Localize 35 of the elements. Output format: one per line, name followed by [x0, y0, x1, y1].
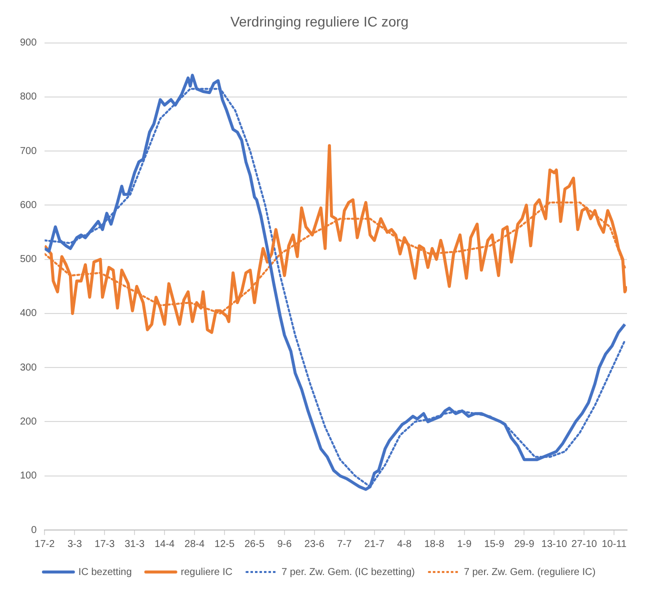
legend-label: IC bezetting — [78, 566, 132, 578]
chart-title: Verdringing reguliere IC zorg — [230, 13, 409, 30]
x-tick-label: 4-8 — [397, 538, 412, 550]
x-tick-label: 1-9 — [457, 538, 472, 550]
y-tick-label: 200 — [20, 416, 38, 428]
x-tick-label: 17-2 — [34, 538, 56, 550]
x-tick-label: 14-4 — [154, 538, 176, 550]
x-tick-label: 10-11 — [602, 538, 628, 550]
x-tick-label: 18-8 — [424, 538, 445, 550]
y-tick-label: 500 — [20, 254, 38, 266]
x-tick-label: 29-9 — [514, 538, 535, 550]
x-tick-label: 23-6 — [304, 538, 325, 550]
x-tick-label: 13-10 — [541, 538, 568, 550]
x-tick-label: 28-4 — [184, 538, 205, 550]
y-tick-label: 600 — [20, 200, 38, 211]
legend-label: 7 per. Zw. Gem. (IC bezetting) — [281, 566, 415, 578]
y-tick-label: 0 — [31, 524, 38, 536]
x-tick-label: 12-5 — [214, 538, 235, 550]
y-tick-label: 700 — [20, 146, 38, 157]
x-tick-label: 15-9 — [484, 538, 505, 550]
legend-label: 7 per. Zw. Gem. (reguliere IC) — [464, 566, 596, 578]
y-tick-label: 900 — [20, 38, 38, 49]
x-tick-label: 26-5 — [244, 538, 265, 550]
x-tick-label: 3-3 — [67, 538, 82, 550]
y-tick-label: 400 — [20, 308, 38, 320]
x-tick-label: 27-10 — [571, 538, 598, 550]
y-tick-label: 800 — [20, 92, 38, 103]
x-tick-label: 21-7 — [364, 538, 385, 550]
x-tick-label: 17-3 — [94, 538, 116, 550]
legend-label: reguliere IC — [180, 566, 232, 578]
x-tick-label: 9-6 — [277, 538, 292, 550]
y-tick-label: 100 — [20, 470, 38, 482]
y-tick-label: 300 — [20, 362, 38, 374]
x-tick-label: 31-3 — [124, 538, 146, 550]
x-tick-label: 7-7 — [337, 538, 352, 550]
